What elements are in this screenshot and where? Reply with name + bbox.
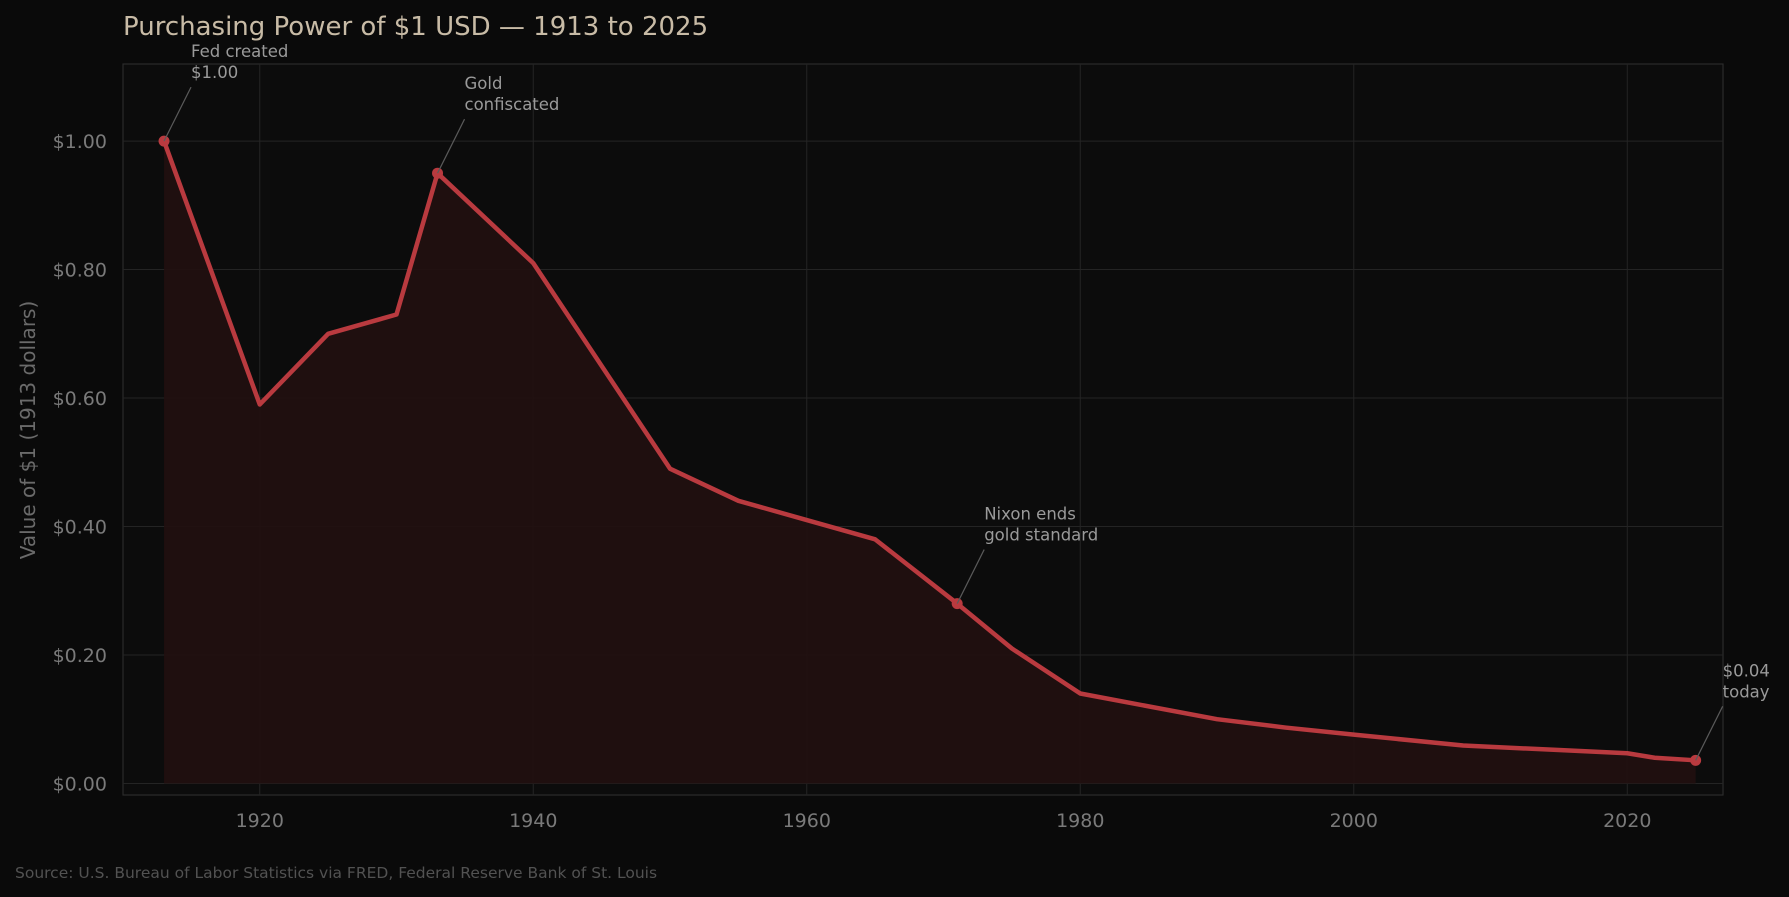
- x-tick-label: 2020: [1603, 810, 1651, 832]
- x-tick-label: 2000: [1330, 810, 1378, 832]
- annotation-text: $0.04: [1723, 661, 1770, 680]
- series-area: [164, 141, 1696, 784]
- source-note: Source: U.S. Bureau of Labor Statistics …: [15, 864, 657, 882]
- annotation-text: $1.00: [191, 63, 238, 82]
- y-tick-label: $0.60: [53, 388, 107, 410]
- x-tick-label: 1960: [783, 810, 831, 832]
- annotation-text: Nixon ends: [984, 505, 1076, 524]
- annotation-text: today: [1723, 682, 1770, 701]
- annotation-leader: [163, 86, 192, 142]
- y-tick-label: $1.00: [53, 131, 107, 153]
- y-tick-label: $0.80: [53, 260, 107, 282]
- y-axis-label: Value of $1 (1913 dollars): [16, 301, 40, 560]
- y-tick-label: $0.20: [53, 645, 107, 667]
- tick-layer: 1920 1940 1960 1980 2000 2020 $0.00 $0.20 $0.40 $…: [53, 131, 1652, 832]
- annotation-text: confiscated: [465, 95, 560, 114]
- annotation-text: Gold: [465, 74, 503, 93]
- annotation-leader: [1695, 706, 1724, 761]
- annotation-text: gold standard: [984, 526, 1098, 545]
- annotation-layer: Fed created $1.00 Gold confiscated Nixon end…: [163, 42, 1770, 761]
- y-tick-label: $0.00: [53, 773, 107, 795]
- annotation-text: Fed created: [191, 42, 288, 61]
- annotation-leader: [436, 118, 466, 174]
- x-tick-label: 1980: [1056, 810, 1104, 832]
- annotation-leader: [956, 549, 985, 604]
- area-layer: [164, 141, 1696, 784]
- y-tick-label: $0.40: [53, 516, 107, 538]
- x-tick-label: 1920: [236, 810, 284, 832]
- chart-title: Purchasing Power of $1 USD — 1913 to 202…: [123, 12, 708, 42]
- x-tick-label: 1940: [509, 810, 557, 832]
